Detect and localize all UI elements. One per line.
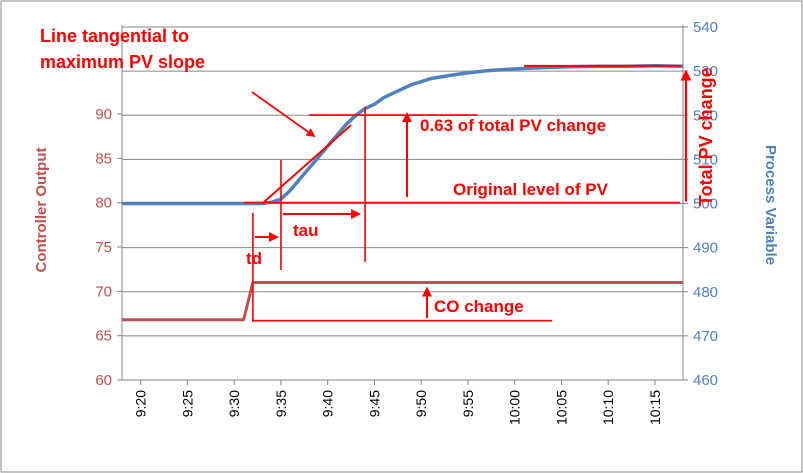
x-tick-label: 9:45 bbox=[366, 390, 382, 417]
y-axis-left-label: Controller Output bbox=[33, 148, 50, 273]
annotation-pv-063-label: 0.63 of total PV change bbox=[420, 116, 606, 135]
annotation-tangent-label: Line tangential to maximum PV slope bbox=[40, 26, 205, 72]
x-tick-label: 10:00 bbox=[507, 390, 523, 425]
y-tick-left-label: 70 bbox=[95, 283, 112, 300]
y-tick-right-label: 480 bbox=[693, 284, 718, 301]
annotation-tau-label: tau bbox=[293, 221, 319, 240]
annotation-original-pv-label: Original level of PV bbox=[453, 180, 609, 199]
y-tick-left-label: 65 bbox=[95, 328, 112, 345]
annotation-total-pv-label: Total PV change bbox=[696, 67, 716, 206]
x-tick-label: 9:55 bbox=[460, 390, 476, 417]
annotation-co-change-label: CO change bbox=[434, 297, 524, 316]
tangent-pointer-arrow bbox=[251, 91, 316, 138]
x-tick-label: 10:10 bbox=[600, 390, 616, 425]
series-line-controller-output bbox=[122, 281, 683, 322]
x-tick-label: 9:20 bbox=[133, 390, 149, 417]
y-tick-right-label: 460 bbox=[693, 372, 718, 389]
y-tick-right-label: 500 bbox=[693, 196, 718, 213]
tangent-line bbox=[261, 124, 352, 205]
x-tick-label: 9:35 bbox=[273, 390, 289, 417]
y-tick-left-label: 90 bbox=[95, 106, 112, 123]
y-tick-left-label: 75 bbox=[95, 239, 112, 256]
y-tick-left-label: 60 bbox=[95, 372, 112, 389]
annotation-td-label: td bbox=[246, 249, 262, 268]
annotations: Line tangential to maximum PV slope tau td 0… bbox=[40, 26, 716, 322]
y-tick-right-label: 530 bbox=[693, 63, 718, 80]
y-tick-left-label: 80 bbox=[95, 195, 112, 212]
y-tick-right-label: 470 bbox=[693, 328, 718, 345]
y-tick-right-label: 520 bbox=[693, 107, 718, 124]
x-tick-label: 9:40 bbox=[320, 390, 336, 417]
y-tick-right-label: 510 bbox=[693, 151, 718, 168]
y-tick-right-label: 490 bbox=[693, 240, 718, 257]
x-tick-label: 10:05 bbox=[553, 390, 569, 425]
x-tick-label: 10:15 bbox=[647, 390, 663, 425]
y-tick-right-label: 540 bbox=[693, 19, 718, 36]
y-tick-left-label: 85 bbox=[95, 150, 112, 167]
x-tick-label: 9:50 bbox=[413, 390, 429, 417]
x-tick-label: 9:25 bbox=[179, 390, 195, 417]
x-tick-label: 9:30 bbox=[226, 390, 242, 417]
y-axis-right-label: Process Variable bbox=[762, 145, 779, 265]
